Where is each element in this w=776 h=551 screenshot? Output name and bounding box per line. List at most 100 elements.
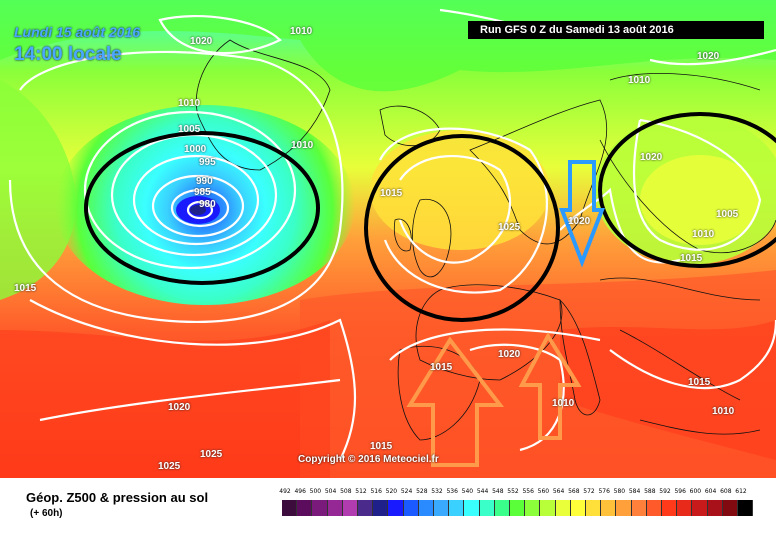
scale-swatch [327,500,343,516]
scale-tick-label: 552 [507,488,519,495]
isobar-label: 1020 [640,152,663,163]
copyright-text: Copyright © 2016 Meteociel.fr [298,454,439,465]
scale-tick-label: 516 [370,488,382,495]
isobar-label: 1015 [430,362,453,373]
circle-uk-high [364,134,560,322]
scale-tick-label: 536 [446,488,458,495]
isobar-label: 1020 [168,402,191,413]
circle-scandinavia-low [598,112,776,268]
scale-swatch [388,500,404,516]
scale-tick-label: 544 [476,488,489,495]
isobar-label: 1015 [688,377,711,388]
scale-tick-label: 548 [492,488,504,495]
isobar-label: 1000 [184,144,207,155]
forecast-time: 14:00 locale [14,44,122,65]
yellow-north-sea [370,130,550,250]
scale-swatch [403,500,419,516]
scale-tick-label: 504 [324,488,337,495]
scale-swatch [601,500,617,516]
scale-swatch [677,500,693,516]
scale-swatch [692,500,708,516]
scale-tick-label: 524 [400,488,413,495]
circle-iceland-low [84,131,320,285]
scale-tick-label: 596 [674,488,686,495]
scale-swatch [570,500,586,516]
scale-swatch [662,500,678,516]
map-canvas [0,0,776,478]
scale-tick-label: 564 [552,488,565,495]
isobar-label: 1020 [697,51,720,62]
isobar-label: 1010 [552,398,575,409]
isobar-label: 1010 [712,406,735,417]
isobar-label: 1015 [380,188,403,199]
scale-swatch [631,500,647,516]
arrow-cold [559,160,605,268]
scale-swatch [707,500,723,516]
scale-tick-label: 520 [385,488,398,495]
scale-tick-label: 612 [735,488,747,495]
scale-tick-label: 576 [598,488,610,495]
isobar-label: 1020 [568,216,591,227]
isobar-label: 1010 [291,140,314,151]
scale-swatch [525,500,541,516]
green-west [0,80,76,300]
isobar-label: 1010 [692,229,715,240]
scale-swatch [358,500,374,516]
isobar-label: 985 [194,187,211,198]
weather-map: 1020 1010 1010 1010 1005 1000 995 990 98… [0,0,776,478]
scale-swatch [312,500,328,516]
isobar-label: 1025 [158,461,181,472]
scale-swatch [738,500,754,516]
scale-tick-label: 600 [689,488,702,495]
scale-tick-label: 580 [613,488,626,495]
scale-swatch [434,500,450,516]
scale-tick-label: 572 [583,488,595,495]
annotation-circles [84,112,776,322]
isobar-label: 995 [199,157,216,168]
scale-tick-label: 508 [340,488,352,495]
arrow-warm-west [406,336,505,467]
legend-title: Géop. Z500 & pression au sol [26,490,209,505]
forecast-date: Lundi 15 août 2016 [14,24,141,40]
scale-tick-label: 560 [537,488,550,495]
isobar-label: 1015 [370,441,393,452]
scale-swatch [510,500,526,516]
isobar-label: 1010 [290,26,313,37]
scale-swatch [540,500,556,516]
annotation-arrows [406,160,605,467]
scale-swatch [373,500,389,516]
model-run-label: Run GFS 0 Z du Samedi 13 août 2016 [468,21,764,39]
isobar-label: 1005 [716,209,739,220]
scale-tick-label: 556 [522,488,534,495]
isobar-label: 1025 [498,222,521,233]
isobar-label: 1015 [680,253,703,264]
isobars [8,8,776,461]
scale-swatch [722,500,738,516]
scale-tick-label: 584 [628,488,641,495]
scale-tick-label: 500 [309,488,322,495]
scale-swatch [464,500,480,516]
scale-tick-label: 604 [704,488,717,495]
scale-swatch [418,500,434,516]
isobar-label: 1015 [14,283,37,294]
isobar-label: 1010 [628,75,651,86]
color-scale: 492 496 500 504 508 512 516 520 524 528 532 536 540 5… [279,488,754,520]
scale-swatch [449,500,465,516]
scale-swatch [342,500,358,516]
scale-tick-label: 568 [568,488,580,495]
scale-swatch [479,500,495,516]
scale-swatch [555,500,571,516]
forecast-lead: (+ 60h) [30,508,63,519]
isobar-label: 1020 [498,349,521,360]
isobar-label: 990 [196,176,213,187]
isobar-label: 1020 [190,36,213,47]
scale-tick-label: 540 [461,488,474,495]
scale-swatch [586,500,602,516]
isobar-label: 1005 [178,124,201,135]
scale-tick-label: 592 [659,488,671,495]
scale-swatch [297,500,313,516]
scale-tick-label: 532 [431,488,443,495]
scale-swatch [494,500,510,516]
isobar-label: 1025 [200,449,223,460]
isobar-label: 980 [199,199,216,210]
